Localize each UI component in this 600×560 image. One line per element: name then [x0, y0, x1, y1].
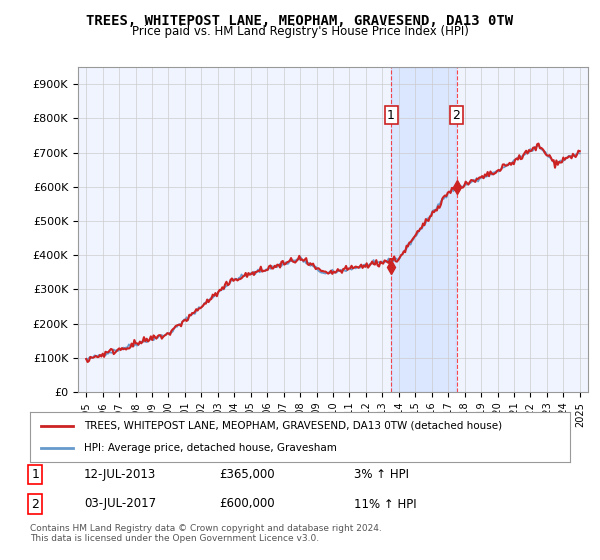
Text: 2: 2: [452, 109, 460, 122]
Text: 11% ↑ HPI: 11% ↑ HPI: [354, 497, 416, 511]
Bar: [391, 67, 457, 392]
Text: £600,000: £600,000: [219, 497, 275, 511]
Text: 12-JUL-2013: 12-JUL-2013: [84, 468, 156, 481]
Text: £365,000: £365,000: [219, 468, 275, 481]
Text: 1: 1: [387, 109, 395, 122]
Text: Contains HM Land Registry data © Crown copyright and database right 2024.
This d: Contains HM Land Registry data © Crown c…: [30, 524, 382, 543]
Text: 1: 1: [31, 468, 40, 481]
Text: Price paid vs. HM Land Registry's House Price Index (HPI): Price paid vs. HM Land Registry's House …: [131, 25, 469, 38]
Text: 3% ↑ HPI: 3% ↑ HPI: [354, 468, 409, 481]
Text: TREES, WHITEPOST LANE, MEOPHAM, GRAVESEND, DA13 0TW: TREES, WHITEPOST LANE, MEOPHAM, GRAVESEN…: [86, 14, 514, 28]
Text: TREES, WHITEPOST LANE, MEOPHAM, GRAVESEND, DA13 0TW (detached house): TREES, WHITEPOST LANE, MEOPHAM, GRAVESEN…: [84, 421, 502, 431]
Text: 2: 2: [31, 497, 40, 511]
Text: HPI: Average price, detached house, Gravesham: HPI: Average price, detached house, Grav…: [84, 443, 337, 453]
Text: 03-JUL-2017: 03-JUL-2017: [84, 497, 156, 511]
